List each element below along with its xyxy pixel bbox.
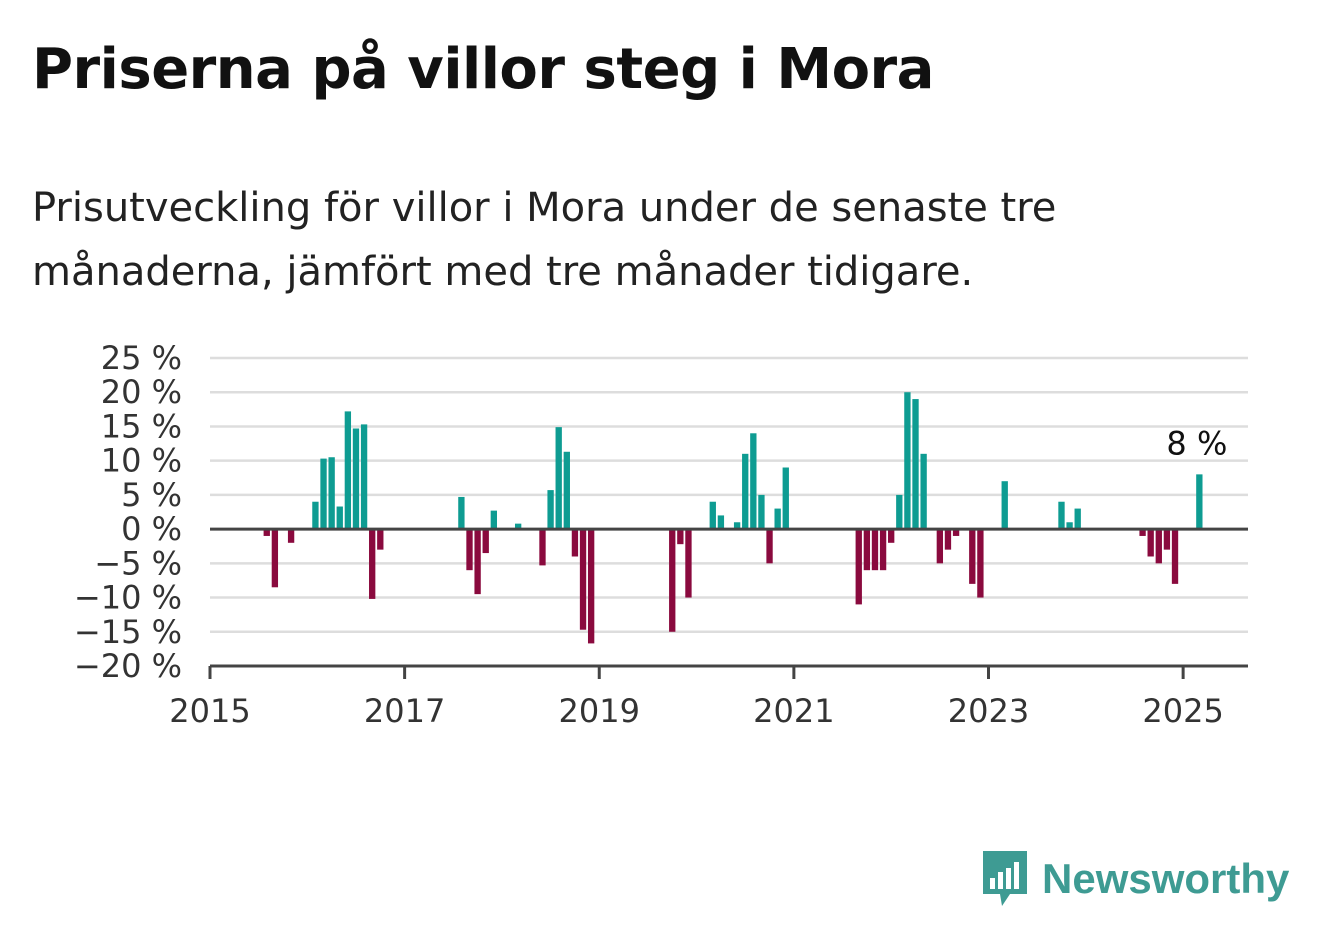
newsworthy-logo: Newsworthy	[980, 848, 1289, 910]
bar	[1139, 529, 1146, 536]
bar	[920, 453, 927, 530]
bar	[669, 529, 676, 632]
bar	[360, 424, 368, 530]
gridlines	[210, 356, 1248, 634]
x-tick-label: 2023	[948, 692, 1029, 730]
bar	[352, 428, 360, 530]
last-value-label: 8 %	[1166, 424, 1227, 462]
axes	[208, 527, 1248, 679]
bar	[1066, 522, 1073, 530]
bar	[563, 451, 570, 530]
bar-chart-speech-bubble-icon	[983, 851, 1027, 906]
bar	[514, 523, 522, 530]
bar	[766, 529, 773, 564]
bar	[855, 529, 862, 605]
bar	[904, 392, 911, 530]
y-tick-label: 0 %	[121, 510, 182, 548]
y-axis-tick-labels: 25 %20 %15 %10 %5 %0 %−5 %−10 %−15 %−20 …	[74, 339, 182, 685]
bar	[936, 529, 944, 564]
bar	[328, 457, 335, 530]
bar	[969, 529, 976, 584]
bar	[263, 529, 270, 536]
bar	[1001, 481, 1008, 530]
bar	[320, 458, 327, 530]
bar	[490, 510, 497, 530]
bar	[539, 529, 546, 566]
y-tick-label: 10 %	[101, 442, 182, 480]
bar	[944, 529, 952, 550]
bar	[466, 529, 473, 571]
bar	[709, 501, 716, 530]
bar	[312, 501, 319, 530]
y-tick-label: −10 %	[74, 579, 182, 617]
bar	[1155, 529, 1162, 564]
bar	[896, 494, 903, 530]
chart-subtitle: Prisutveckling för villor i Mora under d…	[32, 185, 1057, 295]
bar	[750, 433, 757, 530]
bar	[952, 529, 960, 536]
bar	[758, 494, 765, 530]
y-tick-label: −20 %	[74, 647, 182, 685]
y-tick-label: 15 %	[101, 407, 182, 445]
bar	[579, 529, 587, 630]
chart-title: Priserna på villor steg i Mora	[32, 37, 934, 102]
x-tick-label: 2025	[1142, 692, 1223, 730]
y-tick-label: −15 %	[74, 613, 182, 651]
y-tick-label: 20 %	[101, 373, 182, 411]
bar	[474, 529, 481, 595]
x-tick-label: 2021	[753, 692, 834, 730]
bar	[1058, 501, 1065, 530]
bar	[1074, 508, 1081, 530]
bar	[977, 529, 984, 598]
bar	[458, 496, 465, 530]
bar	[677, 529, 684, 545]
y-tick-label: 25 %	[101, 339, 182, 377]
y-tick-label: −5 %	[94, 544, 182, 582]
bar	[482, 529, 489, 554]
y-tick-label: 5 %	[121, 476, 182, 514]
bar	[287, 529, 295, 543]
bar	[587, 529, 595, 644]
bar	[733, 522, 741, 530]
bar	[717, 515, 725, 530]
bar	[685, 529, 692, 598]
bar	[879, 529, 887, 571]
bar	[571, 529, 579, 557]
bar	[344, 411, 352, 530]
bar-chart: 25 %20 %15 %10 %5 %0 %−5 %−10 %−15 %−20 …	[74, 339, 1248, 730]
bar	[742, 453, 749, 530]
bar	[863, 529, 871, 571]
bar	[271, 529, 279, 588]
bar	[1147, 529, 1154, 557]
x-axis-tick-labels: 2015 2017 2019 2021 2023 2025	[169, 692, 1224, 730]
bar	[871, 529, 879, 571]
bar	[782, 467, 789, 530]
bar	[547, 490, 554, 530]
bar	[1163, 529, 1171, 550]
bar	[336, 506, 343, 530]
bar	[774, 508, 781, 530]
bar	[369, 529, 376, 599]
bar	[1171, 529, 1179, 584]
annotations: 8 %	[1166, 424, 1227, 462]
bar	[377, 529, 384, 550]
bar	[888, 529, 895, 543]
x-tick-label: 2019	[559, 692, 640, 730]
bar	[1196, 474, 1203, 530]
bars	[263, 392, 1203, 644]
bar	[555, 427, 562, 530]
bar	[912, 399, 919, 530]
x-tick-label: 2017	[364, 692, 445, 730]
brand-name: Newsworthy	[1042, 855, 1290, 902]
x-tick-label: 2015	[169, 692, 250, 730]
